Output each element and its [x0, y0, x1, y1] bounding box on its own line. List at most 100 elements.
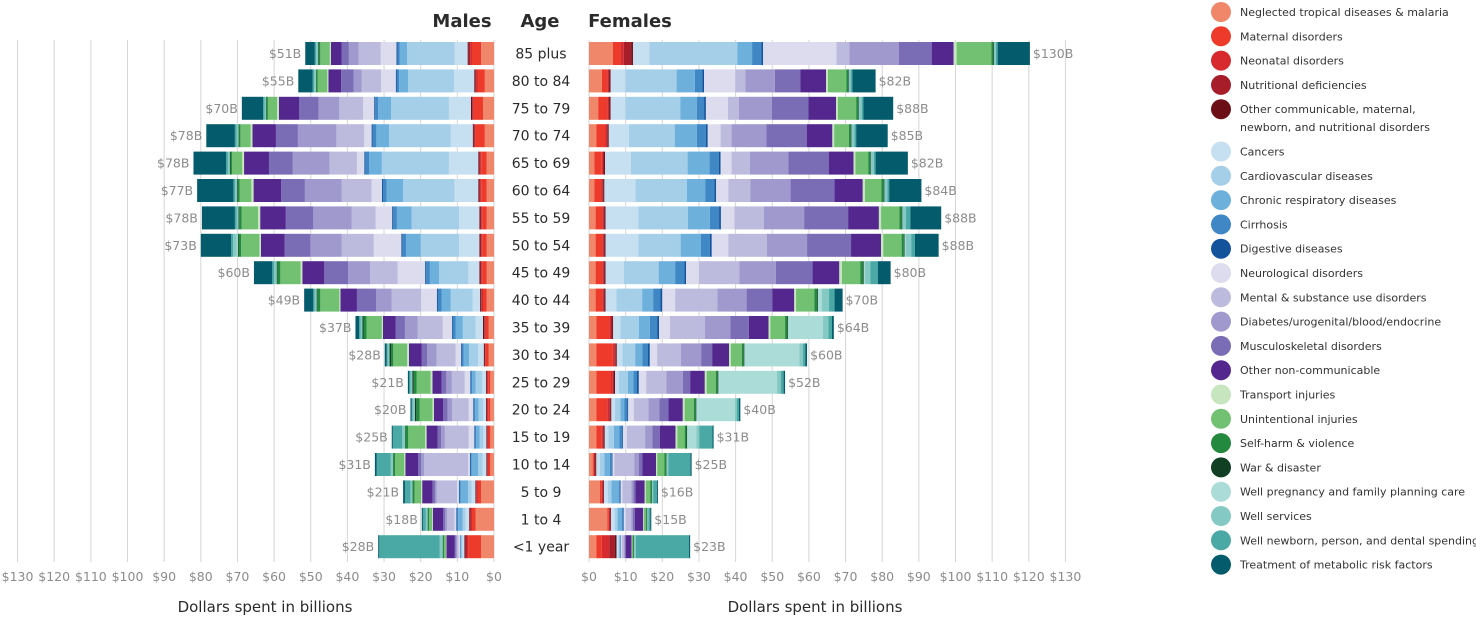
male-bar-transport-injuries [430, 370, 433, 394]
male-bar-digestive-diseases [461, 343, 462, 367]
female-bar-cirrhosis [694, 69, 703, 93]
male-bar-mental-substance-use-disorders [370, 261, 398, 285]
age-label: 35 to 39 [512, 321, 571, 337]
female-bar-other-non-communicable [834, 179, 863, 202]
female-bar-well-services [870, 151, 874, 175]
female-bar-unintentional-injuries [770, 316, 786, 339]
female-bar-cardiovascular-diseases [618, 535, 620, 559]
female-bar-transport-injuries [862, 179, 865, 202]
male-total-label: $77B [161, 183, 193, 198]
male-bar-maternal-disorders [473, 96, 484, 120]
male-bar-diabetes-urogenital-blood-endocrine [427, 343, 437, 367]
female-total-label: $88B [896, 101, 928, 116]
tick-label-left: $80 [189, 569, 213, 584]
x-axis-title-right: Dollars spent in billions [728, 598, 903, 616]
female-bar-cirrhosis [653, 288, 661, 312]
male-bar-cirrhosis [393, 206, 397, 230]
female-bar-other-communicable-maternal [595, 453, 597, 476]
male-bar-digestive-diseases [425, 261, 427, 285]
male-bar-war-disaster [316, 288, 318, 312]
male-bar-neurological-disorders [442, 316, 452, 339]
male-bar-other-non-communicable [446, 535, 455, 559]
female-bar-war-disaster [858, 96, 859, 120]
female-bar-neurological-disorders [763, 42, 837, 65]
male-bar-self-harm-violence [318, 42, 321, 65]
female-bar-digestive-diseases [622, 425, 624, 449]
female-bar-other-communicable-maternal [609, 69, 611, 93]
tick-labels: $0 $0 $10 $10 $20 $20 $30 $30 $40 $40 $50 $50 $60 $60… [2, 569, 1082, 584]
female-bar-neonatal-disorders [601, 535, 610, 559]
tick-label-left: $70 [226, 569, 250, 584]
male-bar-transport-injuries [242, 151, 245, 175]
male-bar-transport-injuries [381, 316, 383, 339]
male-bar-self-harm-violence [230, 151, 232, 175]
female-bar-self-harm-violence [693, 398, 696, 422]
female-bar-cancers [605, 288, 617, 312]
legend-label: Cirrhosis [1240, 218, 1288, 231]
female-bar-other-non-communicable [668, 398, 683, 422]
female-bar-chronic-respiratory-diseases [617, 507, 622, 531]
male-bar-maternal-disorders [482, 233, 487, 257]
male-bar-musculoskeletal-disorders [356, 288, 376, 312]
male-bar-neurological-disorders [455, 343, 462, 367]
female-bar-neurological-disorders [649, 343, 658, 367]
male-bar-other-communicable-maternal [479, 261, 481, 285]
male-bar-treatment-of-metabolic-risk-factors [201, 206, 235, 230]
female-bar-neglected-tropical-diseases-malaria [589, 398, 597, 422]
legend-label-line2: newborn, and nutritional disorders [1240, 121, 1430, 134]
female-bar-well-newborn-person-and-dental-spending [736, 398, 739, 422]
female-bar-maternal-disorders [598, 96, 608, 120]
male-bar-neglected-tropical-diseases-malaria [481, 480, 494, 504]
female-bar-neurological-disorders [704, 69, 736, 93]
tick-label-right: $130 [1050, 569, 1082, 584]
male-total-label: $21B [367, 484, 399, 499]
female-bar-musculoskeletal-disorders [771, 96, 809, 120]
male-bar-unintentional-injuries [241, 233, 260, 257]
female-bar-cancers [613, 316, 621, 339]
female-total-label: $52B [788, 375, 820, 390]
male-total-label: $20B [374, 402, 406, 417]
male-bar-other-communicable-maternal [472, 124, 474, 148]
female-bar-treatment-of-metabolic-risk-factors [914, 233, 939, 257]
male-bar-nutritional-deficiencies [476, 480, 477, 504]
female-bar-treatment-of-metabolic-risk-factors [689, 535, 691, 559]
female-bar-neurological-disorders [623, 425, 627, 449]
female-bar-cardiovascular-diseases [618, 370, 628, 394]
male-bar-other-communicable-maternal [485, 370, 487, 394]
male-bar-war-disaster [362, 316, 364, 339]
male-bar-cancers [482, 370, 486, 394]
female-bar-chronic-respiratory-diseases [604, 453, 610, 476]
age-label: 80 to 84 [512, 74, 571, 90]
female-bar-musculoskeletal-disorders [638, 453, 643, 476]
female-bar-transport-injuries [794, 288, 797, 312]
female-bar-neonatal-disorders [608, 507, 610, 531]
male-bar-neurological-disorders [371, 179, 382, 202]
female-bar-well-newborn-person-and-dental-spending [850, 69, 853, 93]
legend-swatch [1211, 457, 1231, 478]
legend-item-nutritional-deficiencies: Nutritional deficiencies [1211, 74, 1367, 95]
male-bar-mental-substance-use-disorders [329, 151, 357, 175]
male-total-label: $78B [157, 156, 189, 171]
female-bar-diabetes-urogenital-blood-endocrine [645, 425, 653, 449]
legend-label: Cancers [1240, 146, 1285, 159]
male-bar-neglected-tropical-diseases-malaria [486, 233, 494, 257]
female-bar-mental-substance-use-disorders [669, 316, 705, 339]
female-bar-neglected-tropical-diseases-malaria [589, 288, 596, 312]
female-bar-cirrhosis [618, 480, 620, 504]
female-bar-digestive-diseases [627, 398, 629, 422]
female-bar-chronic-respiratory-diseases [680, 96, 697, 120]
female-bar-neurological-disorders [638, 370, 647, 394]
legend-item-self-harm-violence: Self-harm & violence [1211, 433, 1355, 454]
female-bar-chronic-respiratory-diseases [674, 124, 697, 148]
male-bar-chronic-respiratory-diseases [458, 507, 463, 531]
female-bar-musculoskeletal-disorders [624, 535, 627, 559]
female-bar-diabetes-urogenital-blood-endocrine [731, 124, 767, 148]
female-bar-neglected-tropical-diseases-malaria [589, 233, 596, 257]
female-bar-mental-substance-use-disorders [728, 179, 751, 202]
male-bar-cancers [483, 425, 487, 449]
male-bar-war-disaster [414, 398, 417, 422]
female-bar-cirrhosis [649, 316, 658, 339]
female-bar-cardiovascular-diseases [628, 124, 675, 148]
female-bar-well-services [851, 124, 855, 148]
male-bar-treatment-of-metabolic-risk-factors [403, 480, 405, 504]
